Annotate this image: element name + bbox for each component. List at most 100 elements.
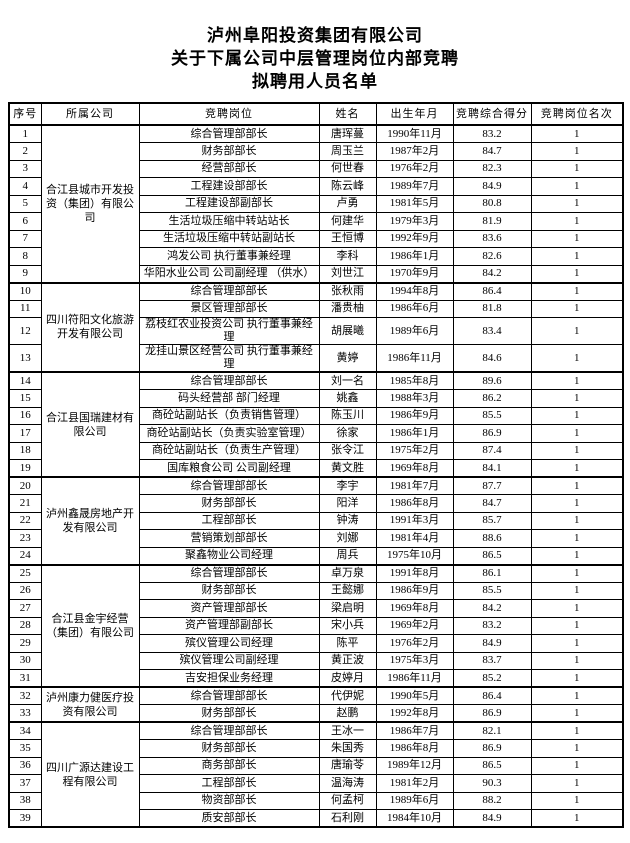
cell-company: 泸州鑫晟房地产开发有限公司	[40, 476, 140, 565]
cell-name: 黄婷	[318, 344, 377, 373]
cell-score: 85.5	[452, 406, 532, 425]
cell-position: 华阳水业公司 公司副经理 （供水）	[138, 264, 320, 283]
cell-position: 经营部部长	[138, 159, 320, 178]
table-row: 32 泸州康力健医疗投资有限公司 综合管理部部长 代伊妮 1990年5月 86.4 1	[8, 686, 624, 723]
cell-seq: 29	[8, 634, 42, 653]
table-row: 35 财务部部长 朱国秀 1986年8月 86.9 1	[8, 739, 624, 758]
cell-rank: 1	[530, 459, 624, 478]
cell-score: 86.5	[452, 756, 532, 775]
cell-rank: 1	[530, 669, 624, 688]
cell-rank: 1	[530, 476, 624, 495]
cell-score: 81.8	[452, 299, 532, 318]
cell-birth: 1986年1月	[375, 424, 454, 443]
cell-rank: 1	[530, 563, 624, 583]
cell-seq: 1	[8, 124, 42, 143]
cell-birth: 1986年6月	[375, 299, 454, 318]
cell-score: 86.9	[452, 704, 532, 723]
cell-name: 黄正波	[318, 651, 377, 670]
cell-birth: 1986年11月	[375, 344, 454, 373]
cell-name: 刘一名	[318, 371, 377, 390]
cell-score: 86.4	[452, 281, 532, 301]
cell-name: 周玉兰	[318, 142, 377, 161]
cell-birth: 1975年2月	[375, 441, 454, 460]
cell-name: 王恒博	[318, 229, 377, 248]
cell-seq: 22	[8, 511, 42, 530]
cell-seq: 26	[8, 581, 42, 600]
cell-position: 财务部部长	[138, 494, 320, 513]
cell-position: 殡仪管理公司副经理	[138, 651, 320, 670]
cell-name: 卓万泉	[318, 563, 377, 583]
cell-name: 黄文胜	[318, 459, 377, 478]
cell-seq: 28	[8, 616, 42, 635]
cell-rank: 1	[530, 212, 624, 231]
cell-company: 四川符阳文化旅游开发有限公司	[40, 281, 140, 373]
cell-position: 商砼站副站长（负责生产管理）	[138, 441, 320, 460]
cell-name: 胡展曦	[318, 317, 377, 345]
cell-score: 82.6	[452, 247, 532, 266]
cell-rank: 1	[530, 791, 624, 810]
cell-birth: 1986年9月	[375, 581, 454, 600]
table-row: 24 聚鑫物业公司经理 周兵 1975年10月 86.5 1	[8, 546, 624, 565]
cell-score: 82.1	[452, 721, 532, 740]
cell-rank: 1	[530, 124, 624, 143]
cell-score: 86.9	[452, 739, 532, 758]
cell-position: 商砼站副站长（负责销售管理）	[138, 406, 320, 425]
cell-birth: 1990年5月	[375, 686, 454, 705]
cell-rank: 1	[530, 299, 624, 318]
cell-score: 85.5	[452, 581, 532, 600]
table-row: 8 鸿发公司 执行董事兼经理 李科 1986年1月 82.6 1	[8, 247, 624, 266]
cell-position: 综合管理部部长	[138, 476, 320, 495]
cell-position: 荔枝红农业投资公司 执行董事兼经理	[138, 317, 320, 345]
cell-score: 84.9	[452, 634, 532, 653]
cell-score: 87.4	[452, 441, 532, 460]
cell-position: 综合管理部部长	[138, 563, 320, 583]
cell-rank: 1	[530, 511, 624, 530]
cell-rank: 1	[530, 424, 624, 443]
cell-seq: 31	[8, 669, 42, 688]
cell-score: 83.6	[452, 229, 532, 248]
cell-birth: 1986年9月	[375, 406, 454, 425]
cell-score: 84.9	[452, 177, 532, 196]
table-row: 23 营销策划部部长 刘娜 1981年4月 88.6 1	[8, 529, 624, 548]
cell-birth: 1976年2月	[375, 634, 454, 653]
cell-position: 码头经营部 部门经理	[138, 389, 320, 408]
cell-score: 83.4	[452, 317, 532, 345]
cell-birth: 1990年11月	[375, 124, 454, 143]
cell-score: 86.9	[452, 424, 532, 443]
cell-position: 综合管理部部长	[138, 686, 320, 705]
cell-rank: 1	[530, 581, 624, 600]
cell-name: 李宇	[318, 476, 377, 495]
cell-rank: 1	[530, 616, 624, 635]
table-row: 39 质安部部长 石利刚 1984年10月 84.9 1	[8, 809, 624, 828]
cell-position: 综合管理部部长	[138, 281, 320, 301]
cell-birth: 1989年6月	[375, 791, 454, 810]
cell-birth: 1991年3月	[375, 511, 454, 530]
table-row: 9 华阳水业公司 公司副经理 （供水） 刘世江 1970年9月 84.2 1	[8, 264, 624, 283]
cell-position: 资产管理部副部长	[138, 616, 320, 635]
cell-birth: 1981年4月	[375, 529, 454, 548]
table-row: 12 荔枝红农业投资公司 执行董事兼经理 胡展曦 1989年6月 83.4 1	[8, 317, 624, 345]
cell-seq: 18	[8, 441, 42, 460]
column-header-birth: 出生年月	[375, 102, 454, 126]
cell-name: 李科	[318, 247, 377, 266]
cell-seq: 2	[8, 142, 42, 161]
cell-position: 生活垃圾压缩中转站站长	[138, 212, 320, 231]
cell-score: 85.2	[452, 669, 532, 688]
cell-name: 周兵	[318, 546, 377, 565]
table-row: 27 资产管理部部长 梁启明 1969年8月 84.2 1	[8, 599, 624, 618]
cell-name: 何建华	[318, 212, 377, 231]
cell-position: 工程部部长	[138, 774, 320, 793]
column-header-company: 所属公司	[40, 102, 140, 126]
cell-name: 梁启明	[318, 599, 377, 618]
cell-seq: 13	[8, 344, 42, 373]
cell-birth: 1969年2月	[375, 616, 454, 635]
cell-rank: 1	[530, 406, 624, 425]
cell-seq: 20	[8, 476, 42, 495]
cell-company: 泸州康力健医疗投资有限公司	[40, 686, 140, 723]
cell-position: 营销策划部部长	[138, 529, 320, 548]
cell-position: 生活垃圾压缩中转站副站长	[138, 229, 320, 248]
column-header-position: 竞聘岗位	[138, 102, 320, 126]
cell-name: 潘贵柚	[318, 299, 377, 318]
cell-birth: 1992年9月	[375, 229, 454, 248]
cell-rank: 1	[530, 194, 624, 213]
